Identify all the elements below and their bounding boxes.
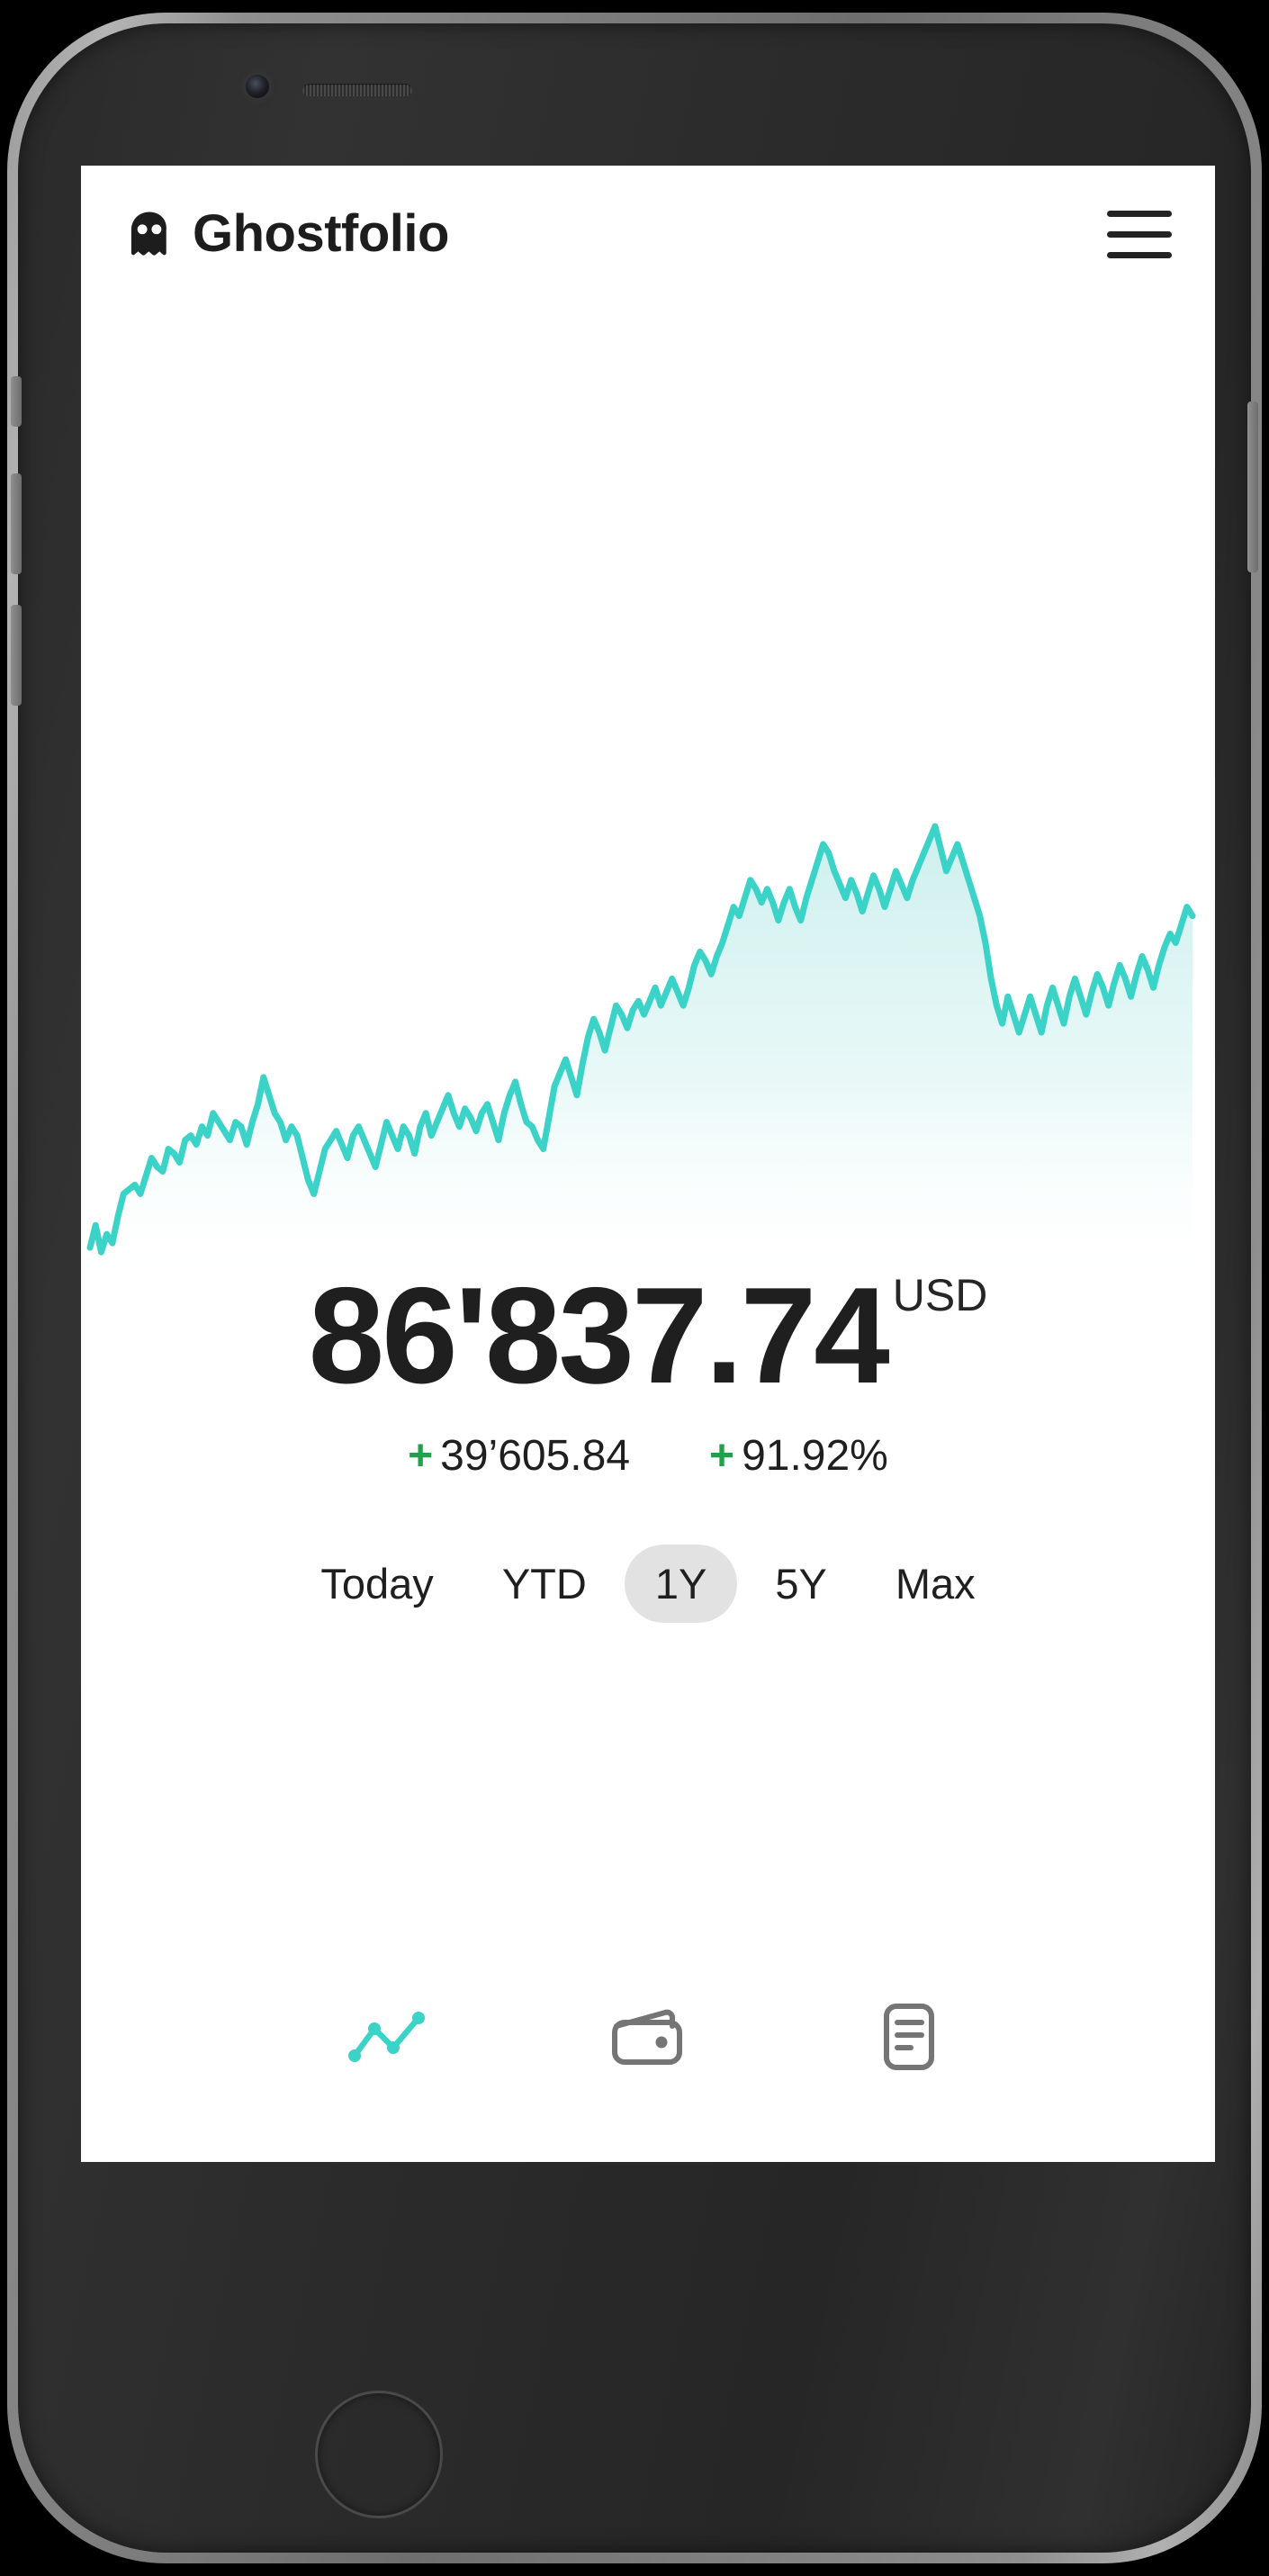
hamburger-menu-icon[interactable] bbox=[1107, 203, 1175, 266]
percent-change: +91.92% bbox=[709, 1431, 888, 1481]
nav-item-portfolio[interactable] bbox=[598, 1994, 698, 2080]
range-chip-ytd[interactable]: YTD bbox=[501, 1560, 587, 1608]
value-row: 86'837.74 USD bbox=[81, 1267, 1215, 1404]
absolute-change-sign: + bbox=[408, 1432, 434, 1480]
range-chip-today[interactable]: Today bbox=[320, 1560, 434, 1608]
absolute-change: +39’605.84 bbox=[408, 1431, 630, 1481]
phone-screen: Ghostfolio bbox=[81, 166, 1215, 2162]
camera-icon bbox=[246, 75, 269, 98]
speaker-grille-icon bbox=[302, 84, 412, 96]
phone-device: Ghostfolio bbox=[7, 13, 1262, 2563]
portfolio-value: 86'837.74 bbox=[308, 1259, 890, 1412]
range-chip-max[interactable]: Max bbox=[895, 1560, 976, 1608]
document-icon bbox=[884, 2004, 934, 2070]
percent-change-sign: + bbox=[709, 1432, 735, 1480]
line-chart-icon bbox=[348, 2012, 425, 2062]
portfolio-currency: USD bbox=[892, 1270, 988, 1320]
portfolio-change-row: +39’605.84 +91.92% bbox=[81, 1431, 1215, 1481]
silent-switch-button[interactable] bbox=[11, 376, 22, 427]
range-chip-5y[interactable]: 5Y bbox=[775, 1560, 827, 1608]
chart-area-fill bbox=[90, 826, 1192, 1278]
range-chip-1y[interactable]: 1Y bbox=[624, 1545, 738, 1623]
wallet-icon bbox=[612, 2009, 682, 2065]
portfolio-performance-chart[interactable] bbox=[81, 814, 1215, 1278]
device-body: Ghostfolio bbox=[11, 23, 1258, 2553]
menu-line-3 bbox=[1107, 251, 1172, 258]
bottom-navigation bbox=[81, 1946, 1215, 2162]
nav-item-analytics[interactable] bbox=[338, 1994, 436, 2080]
home-button[interactable] bbox=[315, 2391, 443, 2518]
volume-down-button[interactable] bbox=[11, 605, 22, 706]
performance-area-chart bbox=[86, 823, 1196, 1278]
absolute-change-value: 39’605.84 bbox=[440, 1432, 631, 1480]
percent-change-value: 91.92% bbox=[742, 1432, 888, 1480]
menu-line-2 bbox=[1107, 230, 1172, 238]
menu-line-1 bbox=[1107, 210, 1172, 217]
page-title: Ghostfolio bbox=[193, 204, 449, 263]
volume-up-button[interactable] bbox=[11, 473, 22, 574]
power-button[interactable] bbox=[1247, 401, 1258, 572]
nav-item-accounts[interactable] bbox=[860, 1994, 958, 2080]
chart-line bbox=[86, 823, 1196, 1256]
date-range-selector[interactable]: Today YTD 1Y 5Y Max bbox=[81, 1545, 1215, 1623]
portfolio-value-block: 86'837.74 USD +39’605.84 +91.92% bbox=[81, 1267, 1215, 1481]
app-main: 86'837.74 USD +39’605.84 +91.92% Today YT… bbox=[81, 302, 1215, 2162]
app-header: Ghostfolio bbox=[81, 166, 1215, 302]
ghost-icon bbox=[130, 212, 166, 256]
brand[interactable]: Ghostfolio bbox=[124, 208, 449, 260]
